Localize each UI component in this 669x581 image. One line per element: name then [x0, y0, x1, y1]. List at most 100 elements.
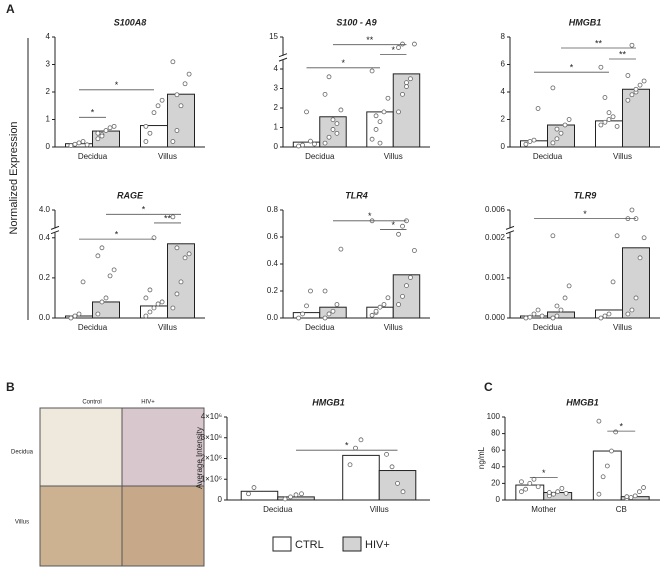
y-tick-label: 100	[487, 412, 501, 421]
x-tick-label: Villus	[384, 323, 403, 332]
y-tick-label: 0.0	[39, 313, 51, 322]
data-point	[562, 122, 568, 128]
bar	[167, 243, 195, 319]
bar	[240, 490, 279, 501]
significance-label: *	[542, 468, 546, 478]
data-point	[326, 134, 332, 140]
data-point	[369, 68, 375, 74]
data-point	[629, 42, 635, 48]
data-point	[151, 305, 157, 311]
significance-label: **	[366, 35, 374, 45]
micrograph-column: Control	[82, 400, 101, 406]
data-point	[550, 233, 556, 239]
data-point	[95, 130, 101, 136]
y-tick-label: 4	[46, 32, 51, 41]
data-point	[326, 74, 332, 80]
data-point	[308, 138, 313, 144]
data-point	[107, 273, 113, 279]
data-point	[296, 143, 301, 149]
data-point	[334, 121, 340, 126]
data-point	[246, 491, 251, 497]
data-point	[95, 136, 101, 142]
data-point	[322, 140, 328, 146]
data-point	[107, 125, 113, 131]
data-point	[296, 315, 301, 321]
y-tick-label: 0.001	[485, 273, 506, 282]
y-axis-label: ng/mL	[477, 446, 486, 469]
data-point	[555, 489, 561, 495]
data-point	[308, 288, 313, 294]
data-point	[602, 95, 608, 100]
data-point	[170, 59, 176, 65]
data-point	[174, 291, 180, 297]
data-point	[186, 71, 192, 77]
x-tick-label: Villus	[158, 323, 177, 332]
data-point	[103, 295, 109, 301]
data-point	[600, 474, 606, 480]
micrograph-row: Decidua	[11, 450, 34, 456]
data-point	[251, 485, 257, 490]
data-point	[625, 97, 631, 103]
data-point	[412, 248, 417, 253]
y-tick-label: 1	[46, 115, 51, 124]
data-point	[404, 283, 409, 289]
data-point	[609, 448, 614, 454]
y-tick-label: 0.006	[485, 205, 506, 214]
data-point	[641, 78, 647, 84]
data-point	[312, 141, 317, 147]
data-point	[389, 464, 395, 470]
data-point	[400, 91, 405, 97]
data-point	[377, 304, 383, 310]
data-point	[396, 45, 401, 50]
bar	[622, 88, 650, 148]
y-tick-label: 0.6	[267, 232, 279, 241]
y-tick-label: 4×10⁶	[201, 412, 222, 421]
data-point	[400, 41, 405, 47]
data-point	[330, 117, 336, 123]
data-point	[604, 463, 610, 469]
y-tick-label: 0.2	[39, 273, 51, 282]
data-point	[72, 313, 78, 319]
data-point	[68, 143, 74, 149]
bar	[167, 93, 195, 148]
data-point	[95, 311, 101, 317]
data-point	[358, 437, 364, 443]
data-point	[159, 299, 165, 305]
data-point	[554, 303, 560, 309]
data-point	[641, 485, 646, 490]
significance-label: *	[619, 421, 623, 431]
data-point	[170, 139, 176, 144]
data-point	[353, 445, 358, 451]
x-tick-label: Villus	[370, 505, 389, 514]
data-point	[400, 293, 405, 299]
data-point	[369, 136, 375, 142]
data-point	[377, 119, 383, 125]
data-point	[143, 123, 149, 129]
y-tick-label: 0.4	[39, 233, 51, 242]
data-point	[84, 142, 90, 148]
data-point	[404, 84, 409, 89]
data-point	[76, 311, 82, 317]
data-point	[72, 141, 78, 147]
data-point	[170, 214, 176, 220]
data-point	[519, 479, 524, 485]
data-point	[614, 123, 620, 129]
significance-label: *	[115, 230, 119, 240]
micrograph: Control HIV+ Decidua Villus	[11, 400, 205, 567]
data-point	[633, 86, 639, 92]
significance-label: *	[570, 63, 574, 73]
significance-label: **	[619, 49, 627, 59]
data-point	[373, 308, 379, 314]
data-point	[610, 114, 616, 120]
data-point	[550, 85, 556, 91]
significance-label: *	[391, 220, 395, 230]
data-point	[625, 311, 631, 317]
y-tick-label: 3×10⁶	[201, 433, 222, 442]
data-point	[99, 133, 105, 139]
data-point	[550, 315, 556, 321]
significance-label: **	[164, 213, 172, 223]
data-point	[330, 127, 336, 132]
y-tick-label: 4	[274, 64, 279, 73]
data-point	[531, 311, 537, 317]
data-point	[300, 311, 305, 317]
